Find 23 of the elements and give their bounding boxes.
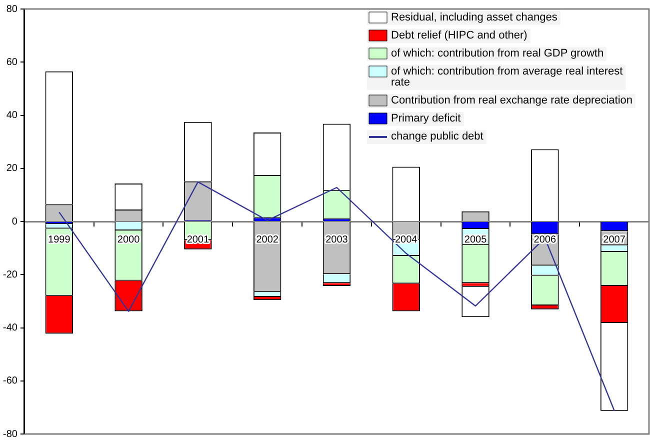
y-tick-label: 60 (6, 56, 18, 68)
legend-label: of which: contribution from average real interest rate (391, 66, 623, 89)
y-tick-label: -40 (3, 322, 18, 334)
legend-label: of which: contribution from real GDP growth (391, 48, 604, 60)
legend-label: Debt relief (HIPC and other) (391, 30, 528, 42)
x-tick-label: 2003 (326, 234, 348, 246)
legend-label: change public debt (391, 130, 484, 143)
x-tick-label: 2002 (256, 234, 279, 246)
y-tick-label: -20 (3, 269, 18, 280)
x-tick-label: 2005 (464, 234, 488, 246)
y-tick-label: -80 (3, 428, 18, 440)
legend-label: Primary deficit (391, 112, 461, 125)
x-tick-label: 1999 (48, 234, 71, 246)
y-tick-label: 0 (12, 216, 18, 228)
y-tick-label: 40 (6, 110, 18, 121)
legend-label: Contribution from real exchange rate depreciation (391, 94, 633, 107)
y-tick-label: 80 (6, 4, 18, 15)
x-tick-label: 2001 (186, 234, 210, 246)
legend-label: Residual, including asset changes (391, 12, 558, 24)
x-tick-label: 2007 (603, 234, 626, 246)
y-tick-label: 20 (6, 163, 18, 174)
x-tick-label: 2000 (117, 234, 140, 246)
y-tick-label: -60 (3, 376, 18, 387)
